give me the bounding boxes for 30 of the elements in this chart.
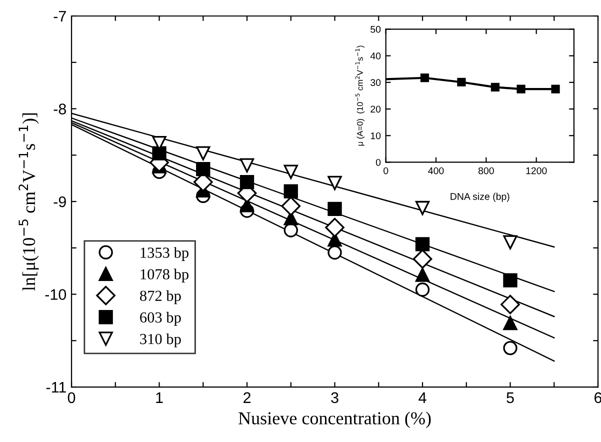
x-tick-label: 0	[68, 392, 76, 404]
text: μ (A=0) (10$^{−5}$ cm$^{2}$V$^{−1}$s$^{−1}$)	[355, 46, 365, 146]
y-tick-label: 20	[370, 106, 381, 113]
legend-label: 1353 bp	[140, 247, 188, 261]
text: ln[μ(10$^{−5}$ cm$^{2}$V$^{−1}$s$^{−1}$)]	[18, 113, 39, 291]
y-tick-label: 10	[370, 132, 381, 140]
x-tick-label: 1	[156, 392, 163, 403]
y-tick-label: 40	[370, 52, 381, 60]
y-tick-label: 0	[376, 158, 381, 166]
x-tick-label: 3	[331, 392, 338, 404]
y-tick-label: -9	[54, 196, 66, 208]
y-tick-label: 30	[370, 79, 381, 86]
x-axis-title: DNA size (bp)	[450, 192, 510, 202]
y-tick-label: -7	[54, 11, 66, 22]
legend-label: 1078 bp	[140, 268, 188, 283]
x-tick-label: 0	[384, 167, 388, 174]
x-tick-label: 1200	[526, 167, 547, 174]
y-tick-label: 50	[370, 26, 381, 33]
x-tick-label: 2	[244, 392, 250, 403]
x-tick-label: 800	[478, 167, 494, 174]
x-tick-label: 4	[418, 392, 426, 403]
y-tick-label: -11	[46, 382, 66, 393]
legend-label: 872 bp	[140, 290, 181, 304]
x-axis-title: Nusieve concentration (%)	[238, 412, 431, 428]
x-tick-label: 5	[506, 392, 514, 404]
legend-label: 310 bp	[140, 333, 181, 348]
x-tick-label: 400	[428, 167, 444, 174]
legend-label: 603 bp	[140, 312, 181, 326]
y-tick-label: -10	[45, 289, 66, 300]
y-tick-label: -8	[54, 104, 66, 114]
